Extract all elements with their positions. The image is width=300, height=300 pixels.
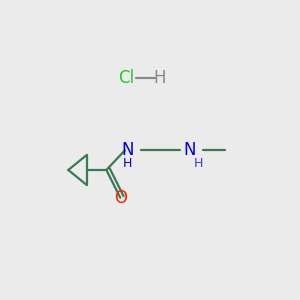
Text: Cl: Cl xyxy=(118,69,134,87)
Text: O: O xyxy=(114,189,127,207)
Text: H: H xyxy=(153,69,166,87)
Text: N: N xyxy=(121,141,134,159)
Text: H: H xyxy=(122,157,132,169)
Text: N: N xyxy=(183,141,196,159)
Text: H: H xyxy=(194,157,203,169)
